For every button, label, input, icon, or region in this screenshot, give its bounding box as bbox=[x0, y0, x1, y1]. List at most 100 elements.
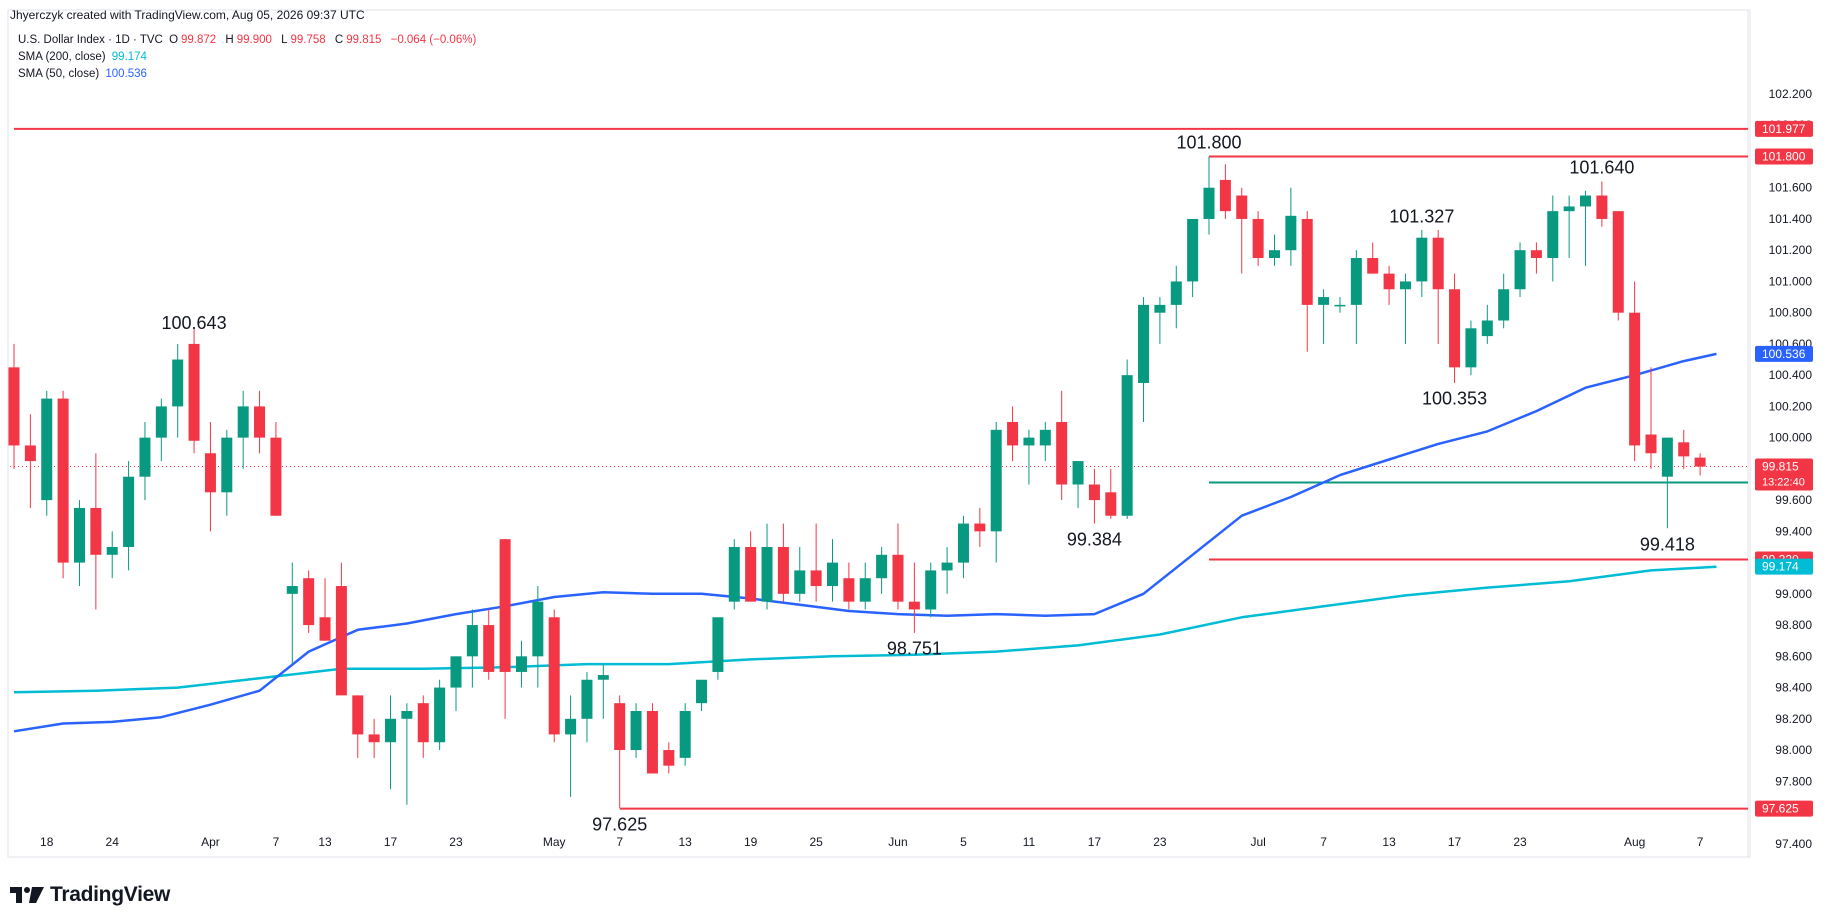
ohlc-change: −0.064 (−0.06%) bbox=[390, 34, 477, 46]
candle bbox=[57, 390, 69, 579]
candle-body bbox=[876, 554, 888, 579]
candle bbox=[614, 695, 626, 808]
candle-body bbox=[1334, 304, 1346, 307]
candle-body bbox=[417, 703, 429, 743]
tradingview-logo-icon bbox=[10, 887, 44, 903]
candle-body bbox=[1596, 195, 1608, 219]
x-tick-label: 23 bbox=[1513, 835, 1527, 849]
candle bbox=[254, 390, 266, 454]
candle bbox=[663, 742, 675, 774]
x-tick-label: Jun bbox=[888, 835, 907, 849]
annotation-label: 97.625 bbox=[592, 815, 647, 835]
candle-body bbox=[434, 687, 446, 743]
candle bbox=[565, 695, 577, 797]
candle-body bbox=[1105, 492, 1117, 516]
candle-body bbox=[712, 617, 724, 672]
candle-body bbox=[1498, 289, 1510, 321]
candle bbox=[1334, 297, 1346, 313]
annotation-label: 99.418 bbox=[1640, 535, 1695, 555]
candle bbox=[401, 703, 413, 805]
y-tick-label: 101.000 bbox=[1769, 274, 1813, 288]
candle-body bbox=[237, 406, 249, 438]
x-tick-label: 7 bbox=[1320, 835, 1327, 849]
candle bbox=[1056, 390, 1068, 501]
candle bbox=[499, 539, 511, 719]
candle bbox=[548, 609, 560, 743]
resistance-101977-badge-text: 101.977 bbox=[1762, 122, 1806, 136]
candle bbox=[1678, 429, 1690, 469]
candle bbox=[876, 546, 888, 594]
annotation-label: 99.384 bbox=[1067, 530, 1122, 550]
last-price-badge-text: 99.815 bbox=[1762, 460, 1799, 474]
candle-body bbox=[90, 507, 102, 555]
sma200-legend[interactable]: SMA (200, close) 99.174 bbox=[18, 51, 150, 63]
candle-body bbox=[1072, 461, 1084, 485]
annotations: 100.643 101.800 101.327 101.640 100.353 99.38… bbox=[162, 132, 1695, 834]
candle bbox=[794, 546, 806, 602]
candle bbox=[139, 422, 151, 501]
candle bbox=[1432, 229, 1444, 344]
candle bbox=[90, 453, 102, 610]
sma200-line bbox=[13, 565, 1717, 694]
x-tick-label: Apr bbox=[201, 835, 220, 849]
candle-body bbox=[303, 578, 315, 626]
candle-body bbox=[1432, 237, 1444, 290]
candle bbox=[335, 562, 347, 696]
candle bbox=[581, 671, 593, 743]
y-tick-label: 100.000 bbox=[1769, 431, 1813, 445]
x-tick-label: 11 bbox=[1023, 835, 1036, 849]
candle bbox=[1236, 187, 1248, 274]
x-tick-label: 13 bbox=[1382, 835, 1396, 849]
ohlc-close: C 99.815 bbox=[334, 34, 382, 46]
x-tick-label: 24 bbox=[106, 835, 120, 849]
candle bbox=[532, 586, 544, 688]
candle-body bbox=[1678, 442, 1690, 457]
x-tick-label: May bbox=[543, 835, 566, 849]
annotation-label: 101.327 bbox=[1389, 206, 1454, 226]
candle-body bbox=[548, 617, 560, 735]
tradingview-footer[interactable]: TradingView bbox=[10, 883, 170, 907]
candle-body bbox=[1007, 422, 1019, 446]
symbol-legend[interactable]: U.S. Dollar Index · 1D · TVC O 99.872 H 99… bbox=[18, 34, 479, 46]
candle bbox=[777, 523, 789, 602]
candle-body bbox=[499, 539, 511, 672]
candle bbox=[352, 695, 364, 758]
candle-body bbox=[106, 546, 118, 555]
y-tick-label: 99.400 bbox=[1775, 524, 1812, 538]
y-tick-label: 97.400 bbox=[1775, 837, 1812, 851]
candle bbox=[1530, 242, 1542, 274]
candle-body bbox=[1449, 289, 1461, 368]
candle-body bbox=[1138, 304, 1150, 383]
sma200-price-badge-text: 99.174 bbox=[1762, 560, 1799, 574]
candle-body bbox=[679, 710, 691, 758]
candle-body bbox=[1629, 312, 1641, 446]
candle-body bbox=[1514, 250, 1526, 290]
sma50-legend[interactable]: SMA (50, close) 100.536 bbox=[18, 68, 150, 80]
candle bbox=[630, 703, 642, 758]
candle bbox=[1187, 218, 1199, 298]
candle-body bbox=[1547, 211, 1559, 259]
candle bbox=[745, 531, 757, 602]
candle bbox=[1219, 164, 1231, 219]
y-tick-label: 99.000 bbox=[1775, 587, 1812, 601]
candle-body bbox=[1416, 237, 1428, 282]
candle bbox=[1154, 297, 1166, 344]
x-axis: 18 24 Apr 7 13 17 23 May 7 13 19 25 Jun 5 11 17 23 Jul 7 13… bbox=[40, 835, 1704, 849]
candle-body bbox=[1530, 250, 1542, 259]
candle-body bbox=[843, 578, 855, 602]
candle bbox=[1007, 406, 1019, 462]
candle-body bbox=[1318, 297, 1330, 305]
y-tick-label: 98.600 bbox=[1775, 649, 1812, 663]
candle-body bbox=[172, 359, 184, 407]
candle-body bbox=[73, 507, 85, 563]
y-tick-label: 98.000 bbox=[1775, 743, 1812, 757]
x-tick-label: 13 bbox=[678, 835, 692, 849]
y-tick-label: 100.800 bbox=[1769, 306, 1813, 320]
y-tick-label: 99.600 bbox=[1775, 493, 1812, 507]
candle bbox=[859, 562, 871, 610]
candle bbox=[188, 328, 200, 454]
sma200-value: 99.174 bbox=[111, 51, 147, 63]
candle-body bbox=[941, 562, 953, 571]
ohlc-high: H 99.900 bbox=[225, 34, 272, 46]
